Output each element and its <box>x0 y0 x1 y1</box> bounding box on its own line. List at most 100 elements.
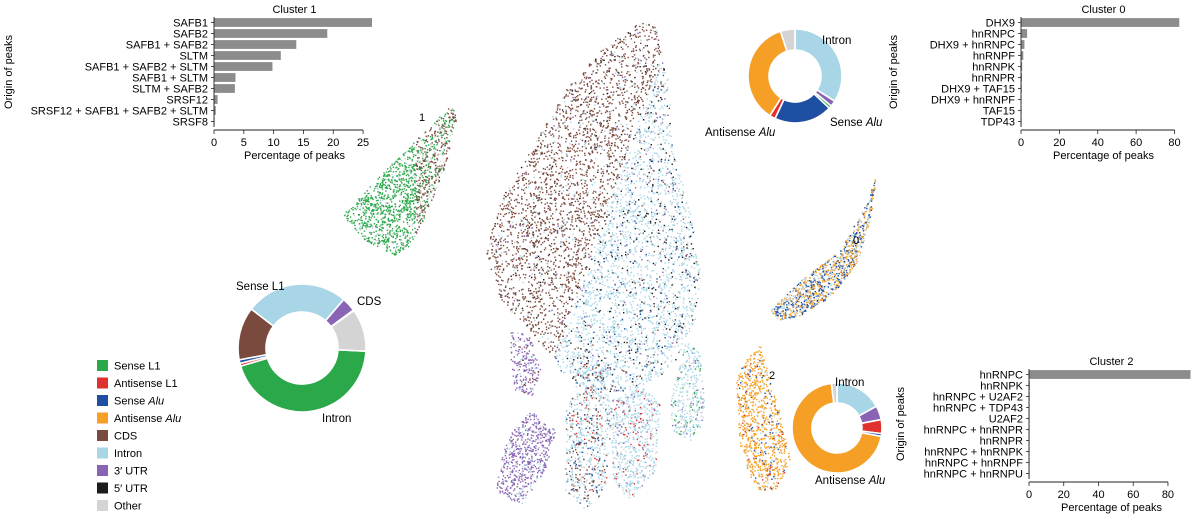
scatter-point <box>502 226 505 228</box>
scatter-point <box>557 104 559 106</box>
scatter-point <box>443 128 445 130</box>
scatter-point <box>554 182 556 184</box>
scatter-point <box>647 377 650 379</box>
scatter-point <box>409 197 411 199</box>
scatter-point <box>399 194 401 196</box>
scatter-point <box>676 239 678 242</box>
scatter-point <box>595 176 597 179</box>
scatter-point <box>643 107 645 109</box>
scatter-point <box>649 236 652 238</box>
scatter-point <box>645 136 647 138</box>
scatter-point <box>581 237 583 240</box>
scatter-point <box>602 380 605 383</box>
scatter-point <box>657 329 659 331</box>
scatter-point <box>492 227 495 230</box>
scatter-point <box>511 296 514 299</box>
scatter-point <box>344 214 346 216</box>
scatter-point <box>565 240 568 243</box>
scatter-point <box>601 141 603 143</box>
scatter-point <box>517 237 519 239</box>
scatter-point <box>370 223 372 226</box>
scatter-point <box>377 212 379 214</box>
scatter-point <box>603 200 605 203</box>
scatter-point <box>396 224 398 227</box>
scatter-point <box>365 205 367 208</box>
scatter-point <box>377 191 379 193</box>
scatter-point <box>416 160 419 163</box>
scatter-point <box>551 157 553 159</box>
scatter-point <box>655 76 657 79</box>
scatter-point <box>529 290 532 292</box>
scatter-point <box>426 149 429 151</box>
scatter-point <box>554 199 556 201</box>
scatter-point <box>640 266 642 268</box>
scatter-point <box>499 219 502 221</box>
scatter-point <box>595 135 598 137</box>
scatter-point <box>406 209 409 211</box>
scatter-point <box>675 237 677 240</box>
scatter-point <box>371 213 373 215</box>
scatter-point <box>418 137 420 139</box>
scatter-point <box>503 197 505 200</box>
scatter-point <box>369 219 372 221</box>
scatter-point <box>360 199 363 201</box>
scatter-point <box>361 220 363 222</box>
scatter-point <box>386 223 388 226</box>
scatter-point <box>649 175 651 178</box>
scatter-point <box>540 142 542 144</box>
scatter-point <box>417 185 420 187</box>
scatter-point <box>573 356 575 359</box>
scatter-point <box>406 231 408 233</box>
scatter-point <box>584 140 587 142</box>
scatter-point <box>593 380 596 382</box>
scatter-point <box>673 198 675 201</box>
scatter-point <box>628 173 631 175</box>
scatter-point <box>368 237 370 239</box>
scatter-point <box>568 254 570 256</box>
scatter-point <box>680 239 682 241</box>
scatter-point <box>422 182 424 185</box>
scatter-point <box>633 280 635 283</box>
scatter-point <box>384 243 386 245</box>
scatter-point <box>389 225 391 227</box>
scatter-point <box>639 299 641 301</box>
scatter-point <box>535 186 537 188</box>
scatter-point <box>592 166 594 168</box>
scatter-point <box>672 310 674 313</box>
scatter-point <box>367 199 370 201</box>
scatter-point <box>413 173 415 175</box>
scatter-point <box>354 224 356 227</box>
scatter-point <box>411 158 413 161</box>
scatter-point <box>579 208 581 210</box>
scatter-point <box>572 239 574 241</box>
scatter-point <box>395 194 397 197</box>
scatter-point <box>606 71 608 73</box>
scatter-point <box>424 131 427 133</box>
scatter-point <box>644 230 646 232</box>
scatter-point <box>678 350 680 352</box>
scatter-point <box>589 305 591 307</box>
scatter-point <box>660 100 662 103</box>
scatter-point <box>413 174 415 176</box>
scatter-point <box>525 260 528 262</box>
scatter-point <box>380 208 382 210</box>
scatter-point <box>544 272 546 275</box>
scatter-point <box>422 139 424 141</box>
scatter-point <box>662 148 664 150</box>
scatter-point <box>660 105 663 107</box>
scatter-point <box>501 260 503 262</box>
scatter-point <box>685 333 688 335</box>
scatter-point <box>617 128 619 130</box>
scatter-point <box>362 225 364 227</box>
scatter-point <box>639 177 641 180</box>
scatter-point <box>610 373 612 375</box>
scatter-point <box>641 117 643 119</box>
scatter-point <box>565 274 567 276</box>
scatter-point <box>370 204 372 206</box>
scatter-point <box>669 183 672 185</box>
scatter-point <box>688 289 690 291</box>
scatter-point <box>646 39 648 41</box>
scatter-point <box>576 346 578 349</box>
scatter-point <box>370 217 372 219</box>
scatter-point <box>671 269 674 272</box>
